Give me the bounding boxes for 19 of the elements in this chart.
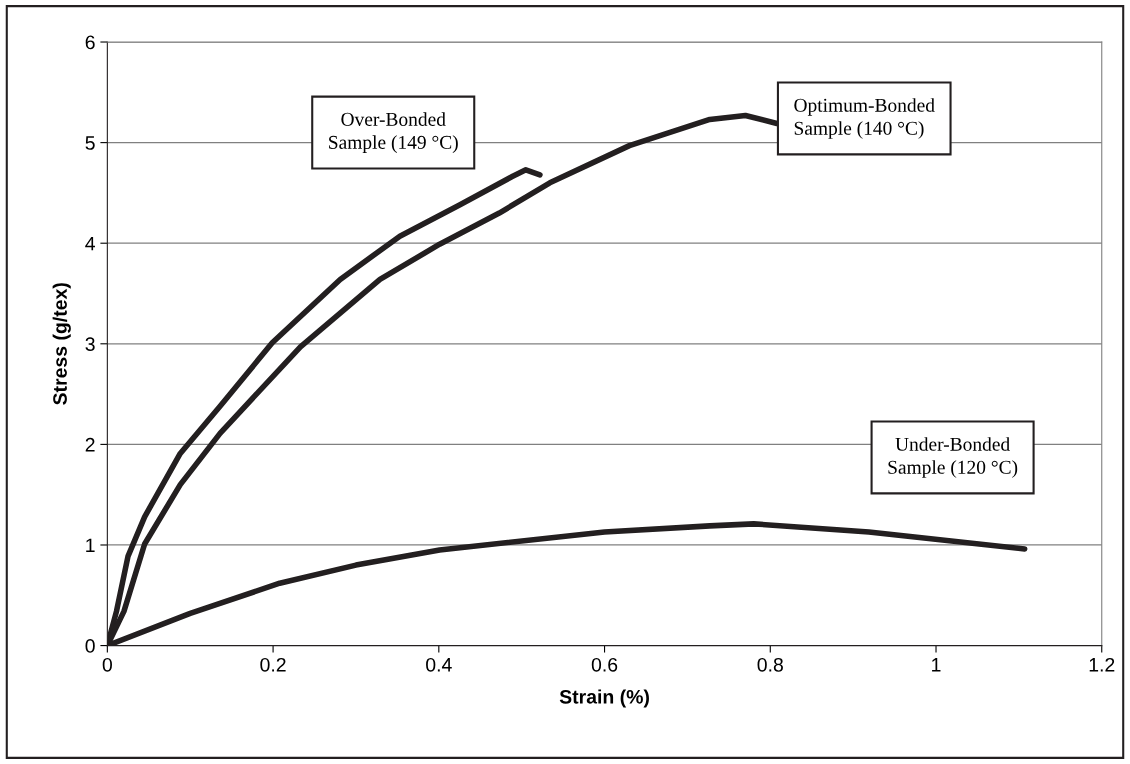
x-axis-title: Strain (%) xyxy=(559,689,649,708)
x-tick-label: 0.2 xyxy=(260,657,286,672)
y-tick-label: 0 xyxy=(85,639,95,653)
y-tick-label: 5 xyxy=(85,136,95,150)
y-tick-label: 3 xyxy=(85,337,95,352)
y-tick-label: 2 xyxy=(85,437,95,452)
x-tick-label: 0.4 xyxy=(426,657,452,672)
y-axis-title: Stress (g/tex) xyxy=(52,283,71,405)
y-tick-label: 4 xyxy=(85,236,95,251)
series-label: Optimum-Bonded Sample (140 °C) xyxy=(794,98,935,139)
x-tick-label: 1.2 xyxy=(1089,657,1115,672)
y-tick-label: 1 xyxy=(86,538,95,553)
text: Under-Bonded Sample (120 °C) xyxy=(888,437,1018,478)
x-tick-label: 0.6 xyxy=(591,657,618,672)
x-tick-label: 0.8 xyxy=(757,657,783,672)
text: Over-Bonded Sample (149 °C) xyxy=(329,112,458,153)
y-tick-label: 6 xyxy=(85,35,95,50)
x-tick-label: 0 xyxy=(102,657,112,672)
x-tick-label: 1 xyxy=(932,658,941,672)
